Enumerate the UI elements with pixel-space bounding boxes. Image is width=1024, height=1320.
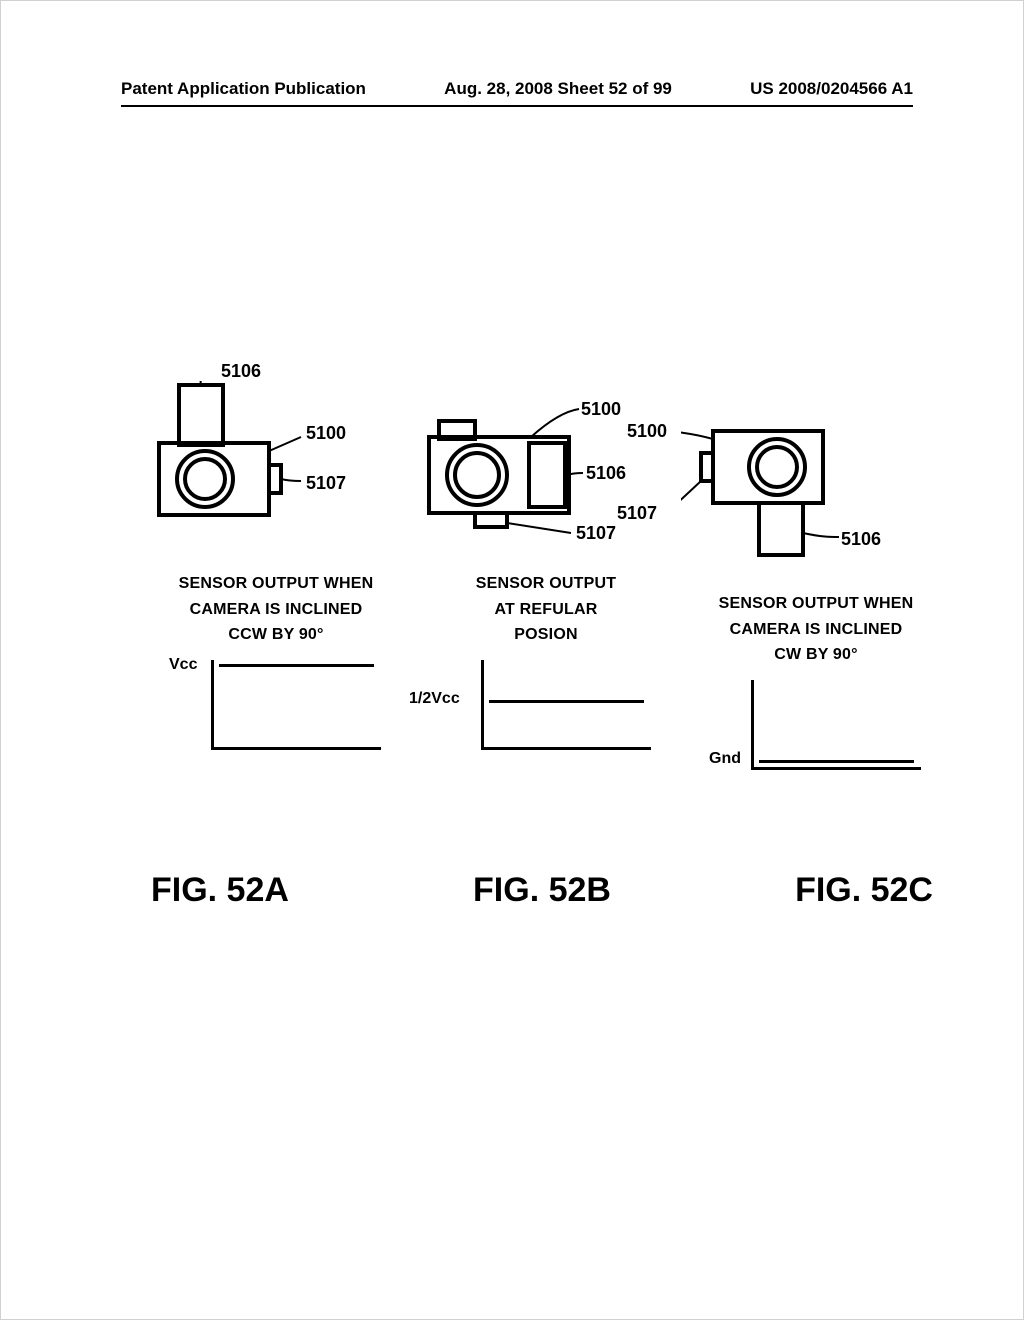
- fig-title-c: FIG. 52C: [795, 871, 933, 910]
- graph-b: 1/2Vcc: [411, 660, 681, 770]
- caption-a-l3: CCW BY 90°: [141, 622, 411, 648]
- ref-5100-c: 5100: [627, 421, 667, 442]
- caption-c-l2: CAMERA IS INCLINED: [681, 617, 951, 643]
- graph-a-label: Vcc: [169, 656, 197, 674]
- graph-c-line: [759, 760, 914, 763]
- caption-c: SENSOR OUTPUT WHEN CAMERA IS INCLINED CW…: [681, 591, 951, 668]
- ref-5106-a: 5106: [221, 361, 261, 382]
- camera-b: 5100 5106 5107: [411, 381, 681, 561]
- graph-a-axes: [211, 660, 381, 750]
- caption-c-l1: SENSOR OUTPUT WHEN: [681, 591, 951, 617]
- header-rule: [121, 105, 913, 107]
- graph-c-label: Gnd: [709, 750, 741, 768]
- page: Patent Application Publication Aug. 28, …: [0, 0, 1024, 1320]
- fig-title-b: FIG. 52B: [473, 871, 611, 910]
- camera-a-icon: [141, 381, 411, 561]
- camera-b-icon: [411, 381, 681, 561]
- ref-5106-b: 5106: [586, 463, 626, 484]
- camera-c: 5100 5107 5106: [681, 381, 951, 561]
- caption-b-l3: POSION: [411, 622, 681, 648]
- fig-title-a: FIG. 52A: [151, 871, 289, 910]
- caption-c-l3: CW BY 90°: [681, 642, 951, 668]
- ref-5107-c: 5107: [617, 503, 657, 524]
- ref-5100-b: 5100: [581, 399, 621, 420]
- caption-b: SENSOR OUTPUT AT REFULAR POSION: [411, 571, 681, 648]
- graph-a-line: [219, 664, 374, 667]
- graph-b-line: [489, 700, 644, 703]
- page-header: Patent Application Publication Aug. 28, …: [121, 79, 913, 99]
- graph-b-label: 1/2Vcc: [409, 690, 460, 708]
- ref-5106-c: 5106: [841, 529, 881, 550]
- graph-b-axes: [481, 660, 651, 750]
- caption-a-l1: SENSOR OUTPUT WHEN: [141, 571, 411, 597]
- camera-a: 5106 5100 5107: [141, 381, 411, 561]
- graph-a: Vcc: [141, 660, 411, 770]
- graph-c: Gnd: [681, 680, 951, 790]
- header-left: Patent Application Publication: [121, 79, 366, 99]
- caption-a: SENSOR OUTPUT WHEN CAMERA IS INCLINED CC…: [141, 571, 411, 648]
- caption-a-l2: CAMERA IS INCLINED: [141, 597, 411, 623]
- camera-c-icon: [681, 381, 951, 581]
- ref-5107-a: 5107: [306, 473, 346, 494]
- ref-5100-a: 5100: [306, 423, 346, 444]
- ref-5107-b: 5107: [576, 523, 616, 544]
- figure-titles: FIG. 52A FIG. 52B FIG. 52C: [151, 871, 933, 910]
- panel-a: 5106 5100 5107: [141, 381, 411, 790]
- graph-c-axes: [751, 680, 921, 770]
- panel-b: 5100 5106 5107: [411, 381, 681, 790]
- header-right: US 2008/0204566 A1: [750, 79, 913, 99]
- caption-b-l1: SENSOR OUTPUT: [411, 571, 681, 597]
- panel-c: 5100 5107 5106: [681, 381, 951, 790]
- header-center: Aug. 28, 2008 Sheet 52 of 99: [444, 79, 672, 99]
- figure-row: 5106 5100 5107: [141, 381, 943, 790]
- caption-b-l2: AT REFULAR: [411, 597, 681, 623]
